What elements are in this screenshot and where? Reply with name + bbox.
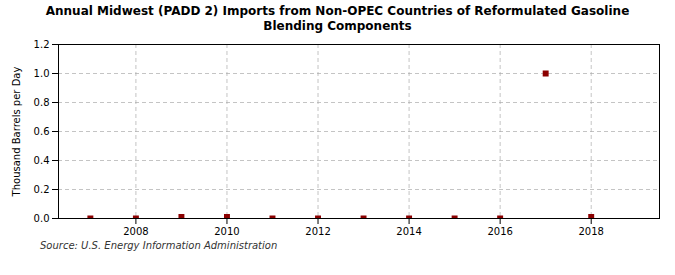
svg-text:2018: 2018 <box>578 226 603 237</box>
html-text:Annual Midwest (PADD 2) Import: Annual Midwest (PADD 2) Imports from Non… <box>45 4 630 33</box>
svg-text:0.2: 0.2 <box>34 184 50 195</box>
svg-text:1.0: 1.0 <box>34 68 50 79</box>
svg-text:0.8: 0.8 <box>34 97 50 108</box>
svg-text:1.2: 1.2 <box>34 39 50 50</box>
svg-text:Thousand Barrels per Day: Thousand Barrels per Day <box>11 67 22 198</box>
svg-text:0.4: 0.4 <box>34 155 50 166</box>
svg-text:2016: 2016 <box>487 226 512 237</box>
html-text:Source: U.S. Energy Informatio: Source: U.S. Energy Information Administ… <box>40 240 278 251</box>
svg-text:2010: 2010 <box>214 226 239 237</box>
svg-text:0.6: 0.6 <box>34 126 50 137</box>
svg-text:2008: 2008 <box>123 226 148 237</box>
svg-text:2012: 2012 <box>305 226 330 237</box>
svg-text:0.0: 0.0 <box>34 213 50 224</box>
svg-text:2014: 2014 <box>396 226 421 237</box>
